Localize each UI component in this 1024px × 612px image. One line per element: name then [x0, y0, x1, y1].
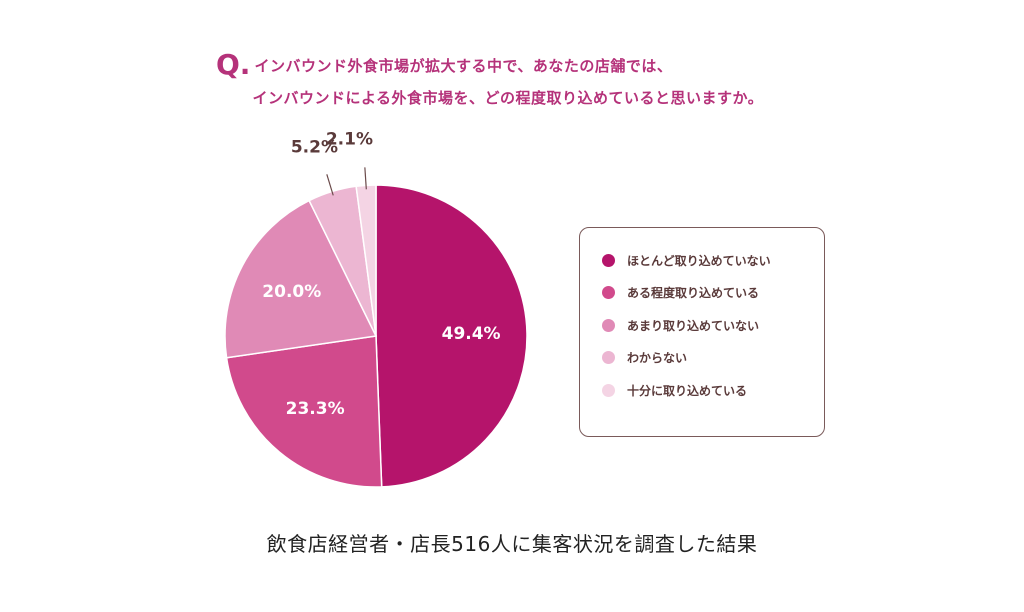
- legend-item: ある程度取り込めている: [602, 277, 824, 310]
- leader-line: [364, 167, 367, 190]
- legend-item: 十分に取り込めている: [602, 374, 824, 407]
- question-line-2: インバウンドによる外食市場を、どの程度取り込めていると思いますか。: [252, 89, 764, 107]
- pie-slice: [224, 199, 378, 359]
- question-block: Q. インバウンド外食市場が拡大する中で、あなたの店舗では、 インバウンドによる…: [216, 50, 763, 114]
- slice-percent-label: 20.0%: [262, 282, 321, 302]
- legend-swatch: [602, 351, 615, 365]
- legend-label: ほとんど取り込めていない: [627, 253, 771, 268]
- pie-slice: [225, 335, 383, 488]
- question-mark-label: Q.: [216, 48, 251, 81]
- pie-slice: [375, 184, 528, 488]
- legend-label: わからない: [627, 351, 688, 366]
- legend-swatch: [602, 318, 615, 332]
- slice-percent-label: 49.4%: [442, 324, 501, 344]
- slice-percent-label: 2.1%: [326, 129, 373, 149]
- legend-item: ほとんど取り込めていない: [602, 244, 824, 277]
- legend-swatch: [602, 383, 615, 397]
- legend-item: わからない: [602, 342, 824, 375]
- question-line-1: インバウンド外食市場が拡大する中で、あなたの店舗では、: [254, 57, 673, 75]
- slice-percent-label: 23.3%: [286, 399, 345, 419]
- legend-label: あまり取り込めていない: [627, 318, 760, 333]
- legend-item: あまり取り込めていない: [602, 309, 824, 342]
- leader-line: [326, 174, 334, 196]
- question-text: インバウンド外食市場が拡大する中で、あなたの店舗では、 インバウンドによる外食市…: [252, 50, 764, 114]
- slice-percent-label: 5.2%: [291, 137, 338, 157]
- legend: ほとんど取り込めていない ある程度取り込めている あまり取り込めていない わから…: [579, 227, 825, 437]
- chart-caption: 飲食店経営者・店長516人に集客状況を調査した結果: [266, 532, 758, 556]
- legend-label: 十分に取り込めている: [627, 383, 748, 398]
- legend-label: ある程度取り込めている: [627, 286, 760, 301]
- legend-swatch: [602, 286, 615, 300]
- legend-swatch: [602, 253, 615, 267]
